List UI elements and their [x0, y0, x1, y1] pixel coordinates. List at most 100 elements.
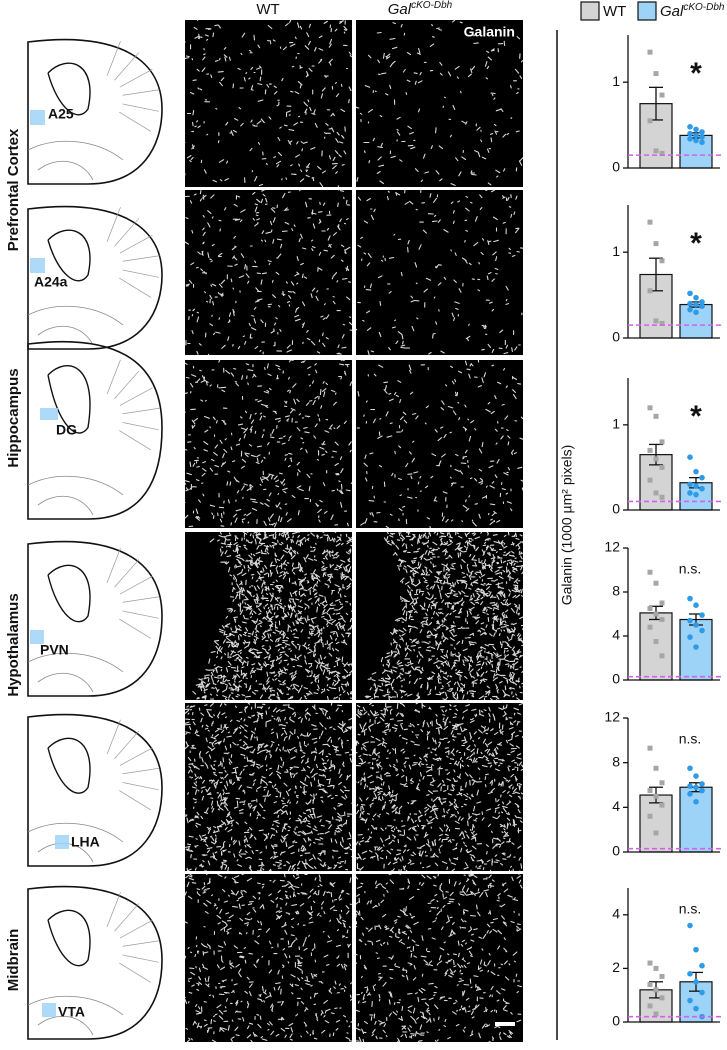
scale-bar — [495, 1022, 515, 1026]
y-tick-label: 1 — [612, 243, 620, 259]
micrograph-texture — [182, 357, 354, 528]
y-tick-label: 0 — [612, 843, 620, 859]
atlas-label: A24a — [34, 274, 68, 290]
data-point — [693, 602, 699, 608]
micrograph — [356, 20, 523, 187]
micrograph-texture — [182, 869, 357, 1043]
region-label: Hippocampus — [5, 368, 22, 467]
data-point — [653, 987, 659, 993]
data-point — [659, 464, 665, 470]
data-point — [687, 306, 693, 313]
bar — [639, 612, 673, 681]
data-point — [659, 320, 665, 326]
region-label: Midbrain — [5, 929, 22, 992]
legend-label: WT — [603, 3, 626, 20]
data-point — [699, 781, 705, 787]
data-point — [659, 653, 665, 659]
data-point — [693, 491, 699, 498]
region-highlight — [30, 110, 45, 125]
atlas-line — [119, 919, 153, 939]
legend-swatch — [580, 1, 600, 21]
y-tick-label: 4 — [612, 906, 620, 922]
data-point — [693, 309, 699, 316]
data-point — [653, 1011, 659, 1017]
bar — [679, 786, 713, 853]
atlas-line — [119, 747, 153, 766]
data-point — [693, 979, 699, 985]
data-point — [693, 301, 699, 308]
atlas-line — [106, 359, 121, 395]
atlas-label: VTA — [58, 1004, 85, 1020]
data-point — [647, 745, 653, 751]
data-point — [687, 136, 693, 142]
significance-label: * — [690, 57, 702, 90]
atlas-line — [106, 892, 121, 927]
micrograph-texture — [355, 19, 524, 186]
atlas-structure — [47, 365, 91, 434]
data-point — [653, 965, 659, 971]
atlas-outline — [27, 38, 163, 185]
data-point — [653, 580, 659, 586]
data-point — [687, 783, 693, 789]
micrograph — [356, 360, 523, 528]
data-point — [693, 622, 699, 628]
region-label: Hypothalamus — [5, 593, 22, 696]
data-point — [693, 798, 699, 805]
y-tick-label: 1 — [612, 416, 620, 432]
data-point — [693, 773, 699, 779]
data-point — [647, 569, 653, 575]
data-point — [659, 258, 665, 264]
data-point — [647, 606, 653, 611]
atlas-line — [119, 234, 153, 254]
micrograph — [356, 190, 523, 355]
micrograph-texture — [352, 869, 523, 1044]
data-point — [687, 970, 693, 977]
atlas-outline — [27, 885, 163, 1040]
legend-name: Gal — [660, 3, 684, 20]
atlas-line — [122, 954, 159, 963]
atlas-line — [122, 610, 159, 619]
data-point — [647, 219, 653, 225]
atlas-structure — [27, 475, 124, 516]
data-point — [699, 139, 705, 146]
micrograph-texture — [353, 701, 527, 876]
data-point — [687, 791, 693, 797]
data-point — [699, 989, 705, 996]
column-header-sup: cKO-Dbh — [411, 0, 453, 11]
data-point — [647, 981, 653, 987]
data-point — [687, 300, 693, 307]
data-point — [653, 611, 659, 617]
micrograph-texture — [364, 528, 528, 703]
atlas-line — [114, 903, 140, 932]
data-point — [659, 150, 665, 156]
atlas-line — [119, 575, 153, 595]
atlas-structure — [27, 822, 124, 863]
atlas-line — [122, 103, 159, 112]
data-point — [687, 922, 693, 929]
atlas-label: DG — [56, 422, 77, 438]
data-point — [647, 1003, 653, 1009]
atlas-line — [122, 407, 160, 415]
atlas-line — [114, 559, 140, 588]
atlas-line — [122, 767, 160, 775]
region-highlight — [30, 630, 44, 644]
atlas-sketch: PVN — [27, 540, 163, 697]
data-point — [647, 960, 653, 966]
atlas-line — [106, 719, 121, 755]
micrograph — [185, 874, 352, 1042]
atlas-structure — [27, 995, 124, 1036]
data-point — [659, 92, 665, 98]
data-point — [699, 299, 705, 305]
y-tick-label: 0 — [612, 329, 620, 345]
atlas-sketch: VTA — [27, 885, 163, 1040]
data-point — [699, 134, 705, 140]
data-point — [699, 962, 705, 969]
atlas-line — [106, 207, 121, 242]
data-point — [687, 490, 693, 496]
atlas-structure — [47, 564, 91, 623]
atlas-label: A25 — [48, 106, 74, 122]
atlas-line — [114, 730, 140, 759]
y-tick-label: 0 — [612, 671, 620, 687]
micrograph-texture — [354, 189, 526, 356]
